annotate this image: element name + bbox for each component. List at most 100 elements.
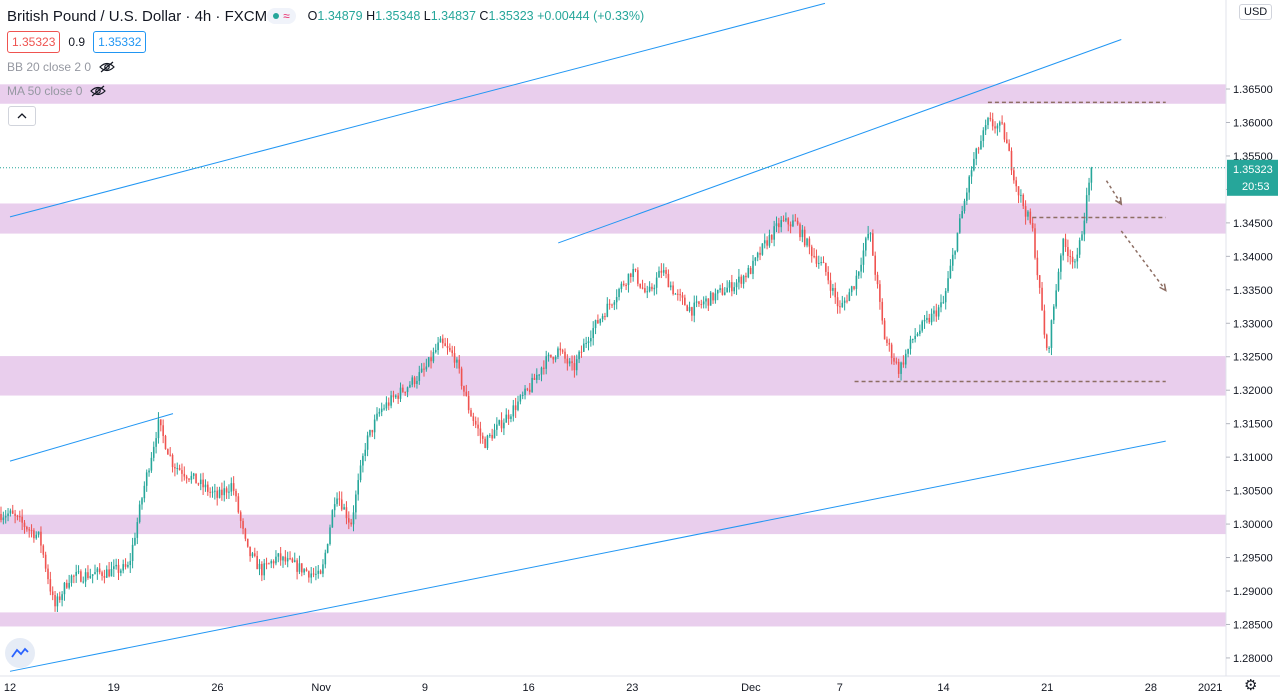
price-tick-label: 1.30500 [1233,486,1273,498]
candle-down [195,473,197,484]
candle-up [120,570,122,573]
candle-up [747,267,750,278]
candle-down [117,564,120,573]
candle-down [679,294,681,296]
legend-header[interactable]: British Pound / U.S. Dollar · 4h · FXCM … [7,6,644,26]
candle-up [590,338,592,342]
wave-icon: ≈ [283,9,290,23]
candle-down [279,553,282,561]
candle-down [479,428,482,436]
candle-down [630,273,632,277]
candle-up [940,302,942,308]
gear-icon[interactable]: ⚙ [1244,677,1258,694]
time-axis[interactable] [0,676,1280,695]
candle-down [47,568,49,580]
candle-up [75,571,77,576]
candle-up [705,298,707,302]
collapse-legend-button[interactable] [8,106,36,126]
candle-down [1013,170,1015,181]
candle-down [573,363,576,371]
candle-down [902,362,905,365]
candle-up [192,473,195,476]
candle-up [547,354,550,357]
candle-down [474,420,477,425]
candle-down [261,563,263,576]
candle-up [1074,261,1076,263]
candle-down [740,276,743,284]
candle-down [994,126,996,129]
horizontal-levels[interactable] [854,101,1166,383]
market-status[interactable]: ≈ [267,8,296,24]
candle-up [427,357,430,367]
trendlines[interactable] [9,2,1166,672]
candle-up [980,140,982,150]
candle-up [35,534,38,539]
candle-up [1020,194,1022,196]
candle-up [364,449,367,456]
candle-up [780,220,782,228]
currency-label[interactable]: USD [1239,4,1273,20]
candle-up [82,581,85,583]
candle-down [625,284,627,286]
buy-button[interactable]: 1.35332 [93,31,147,53]
candle-up [954,251,956,255]
bar-countdown-label: 20:53 [1242,181,1270,193]
candle-up [615,297,618,303]
candle-down [771,234,773,240]
candle-up [1081,234,1083,241]
eye-off-icon[interactable] [90,85,107,97]
candle-down [465,391,468,396]
candle-up [926,317,928,320]
sell-button[interactable]: 1.35323 [7,31,61,53]
candle-up [129,560,132,566]
projection-arrows[interactable] [1105,180,1167,292]
candle-down [665,270,667,274]
candle-up [91,574,94,576]
candle-up [646,291,649,293]
candle-down [700,304,703,306]
candle-up [841,302,844,308]
price-axis[interactable] [1226,0,1280,676]
candle-up [61,594,63,600]
candle-up [223,488,226,496]
candle-down [181,470,183,474]
candle-up [850,286,853,293]
candle-up [96,568,99,573]
candle-down [444,343,446,346]
candle-up [322,564,324,574]
candle-up [724,292,726,295]
time-tick-label: Dec [741,682,761,694]
candle-up [496,424,498,430]
zone-band [0,84,1226,104]
symbol-title[interactable]: British Pound / U.S. Dollar · 4h · FXCM [7,7,268,25]
indicator-bb[interactable]: BB 20 close 2 0 [7,60,115,74]
tradingview-logo-icon[interactable] [5,638,35,668]
spread-value: 0.9 [68,35,86,49]
candle-down [1043,310,1046,335]
close-value: 1.35323 [488,9,534,23]
candle-up [752,260,754,274]
candle-down [893,357,895,362]
candle-down [1006,139,1008,144]
candle-down [51,591,54,596]
open-value: 1.34879 [317,9,363,23]
candle-up [411,377,414,385]
candle-up [1062,238,1064,256]
candle-down [686,305,688,311]
indicator-ma[interactable]: MA 50 close 0 [7,84,107,98]
candle-up [961,211,963,219]
candle-up [1060,255,1062,272]
eye-off-icon[interactable] [99,61,115,73]
price-tick-label: 1.29000 [1233,586,1273,598]
candle-up [728,282,731,288]
candle-down [87,572,89,578]
support-resistance-zones [0,84,1226,627]
candle-up [669,285,672,288]
candle-down [897,361,900,374]
change-value: +0.00444 (+0.33%) [537,9,645,23]
candle-up [848,292,851,301]
candle-down [1045,334,1048,348]
candle-up [211,491,214,493]
candle-up [329,527,331,545]
